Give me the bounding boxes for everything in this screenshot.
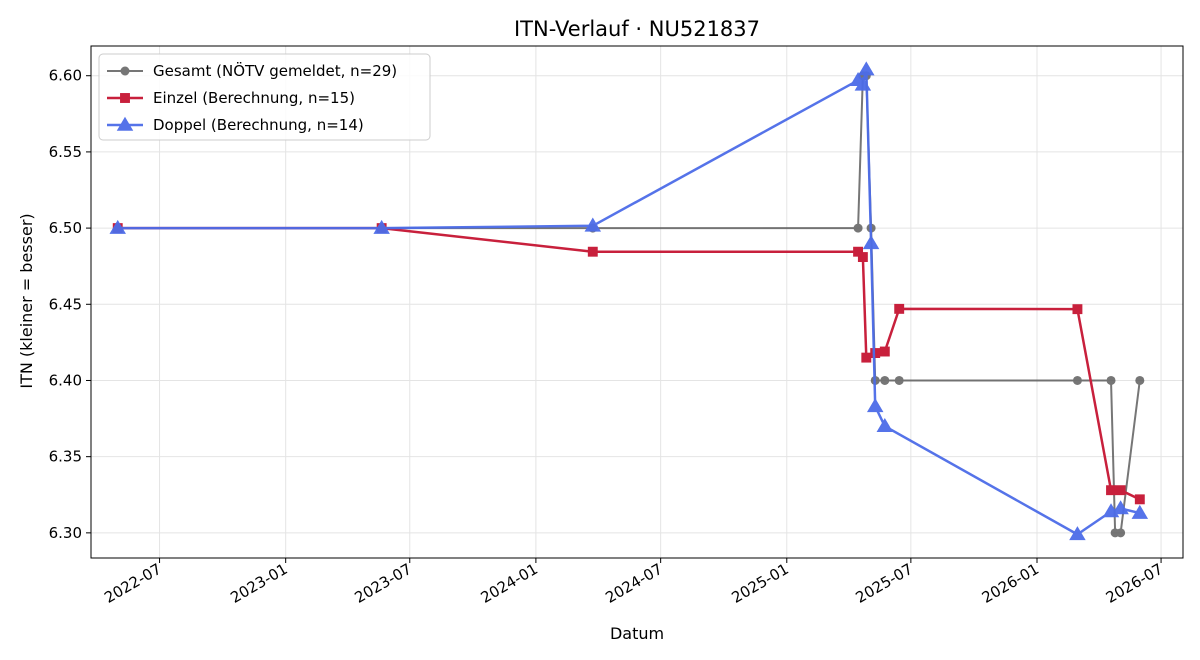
data-point (1072, 304, 1083, 315)
data-point (880, 375, 890, 385)
data-point (373, 219, 390, 234)
data-point (1116, 528, 1126, 538)
data-point (1135, 375, 1145, 385)
y-tick-label: 6.35 (49, 448, 82, 466)
legend-entry (107, 66, 143, 76)
data-point (857, 252, 868, 262)
series-layer (109, 61, 1149, 541)
y-tick-label: 6.45 (49, 295, 82, 313)
y-axis-title: ITN (kleiner = besser) (17, 213, 36, 388)
legend: Gesamt (NÖTV gemeldet, n=29) Einzel (Bere… (98, 53, 431, 141)
data-point (858, 61, 875, 76)
series-3 (109, 61, 1149, 541)
data-point (876, 417, 894, 432)
legend-label: Einzel (Berechnung, n=15) (153, 89, 355, 107)
y-tick-label: 6.30 (49, 524, 82, 542)
legend-label: Gesamt (NÖTV gemeldet, n=29) (153, 61, 397, 80)
y-tick-label: 6.50 (49, 219, 82, 237)
legend-entry (107, 93, 143, 103)
data-point (1072, 375, 1082, 385)
data-point (587, 246, 598, 257)
data-point (853, 223, 863, 233)
data-point (1112, 500, 1129, 515)
data-point (120, 66, 130, 76)
y-tick-label: 6.55 (49, 143, 82, 161)
data-point (870, 348, 881, 358)
data-point (120, 93, 130, 103)
chart-title: ITN-Verlauf · NU521837 (514, 17, 760, 41)
legend-label: Doppel (Berechnung, n=14) (153, 116, 364, 134)
data-point (1115, 485, 1126, 496)
legend-entry (107, 116, 143, 131)
data-point (1106, 485, 1116, 496)
data-point (584, 217, 602, 232)
data-point (854, 76, 872, 91)
data-point (109, 219, 126, 234)
x-axis-title: Datum (610, 624, 664, 643)
data-point (879, 346, 890, 357)
y-tick-label: 6.60 (49, 67, 82, 85)
plot-area-frame (90, 45, 1184, 559)
data-point (1106, 375, 1116, 385)
data-point (116, 116, 134, 131)
data-point (1134, 494, 1145, 505)
legend-box (98, 53, 431, 141)
data-point (853, 246, 864, 257)
data-point (866, 398, 884, 413)
data-point (862, 235, 880, 250)
data-point (1069, 526, 1086, 541)
data-point (1131, 504, 1149, 519)
data-point (894, 375, 904, 385)
data-point (894, 303, 905, 314)
y-tick-label: 6.40 (49, 371, 82, 389)
data-point (861, 352, 872, 363)
